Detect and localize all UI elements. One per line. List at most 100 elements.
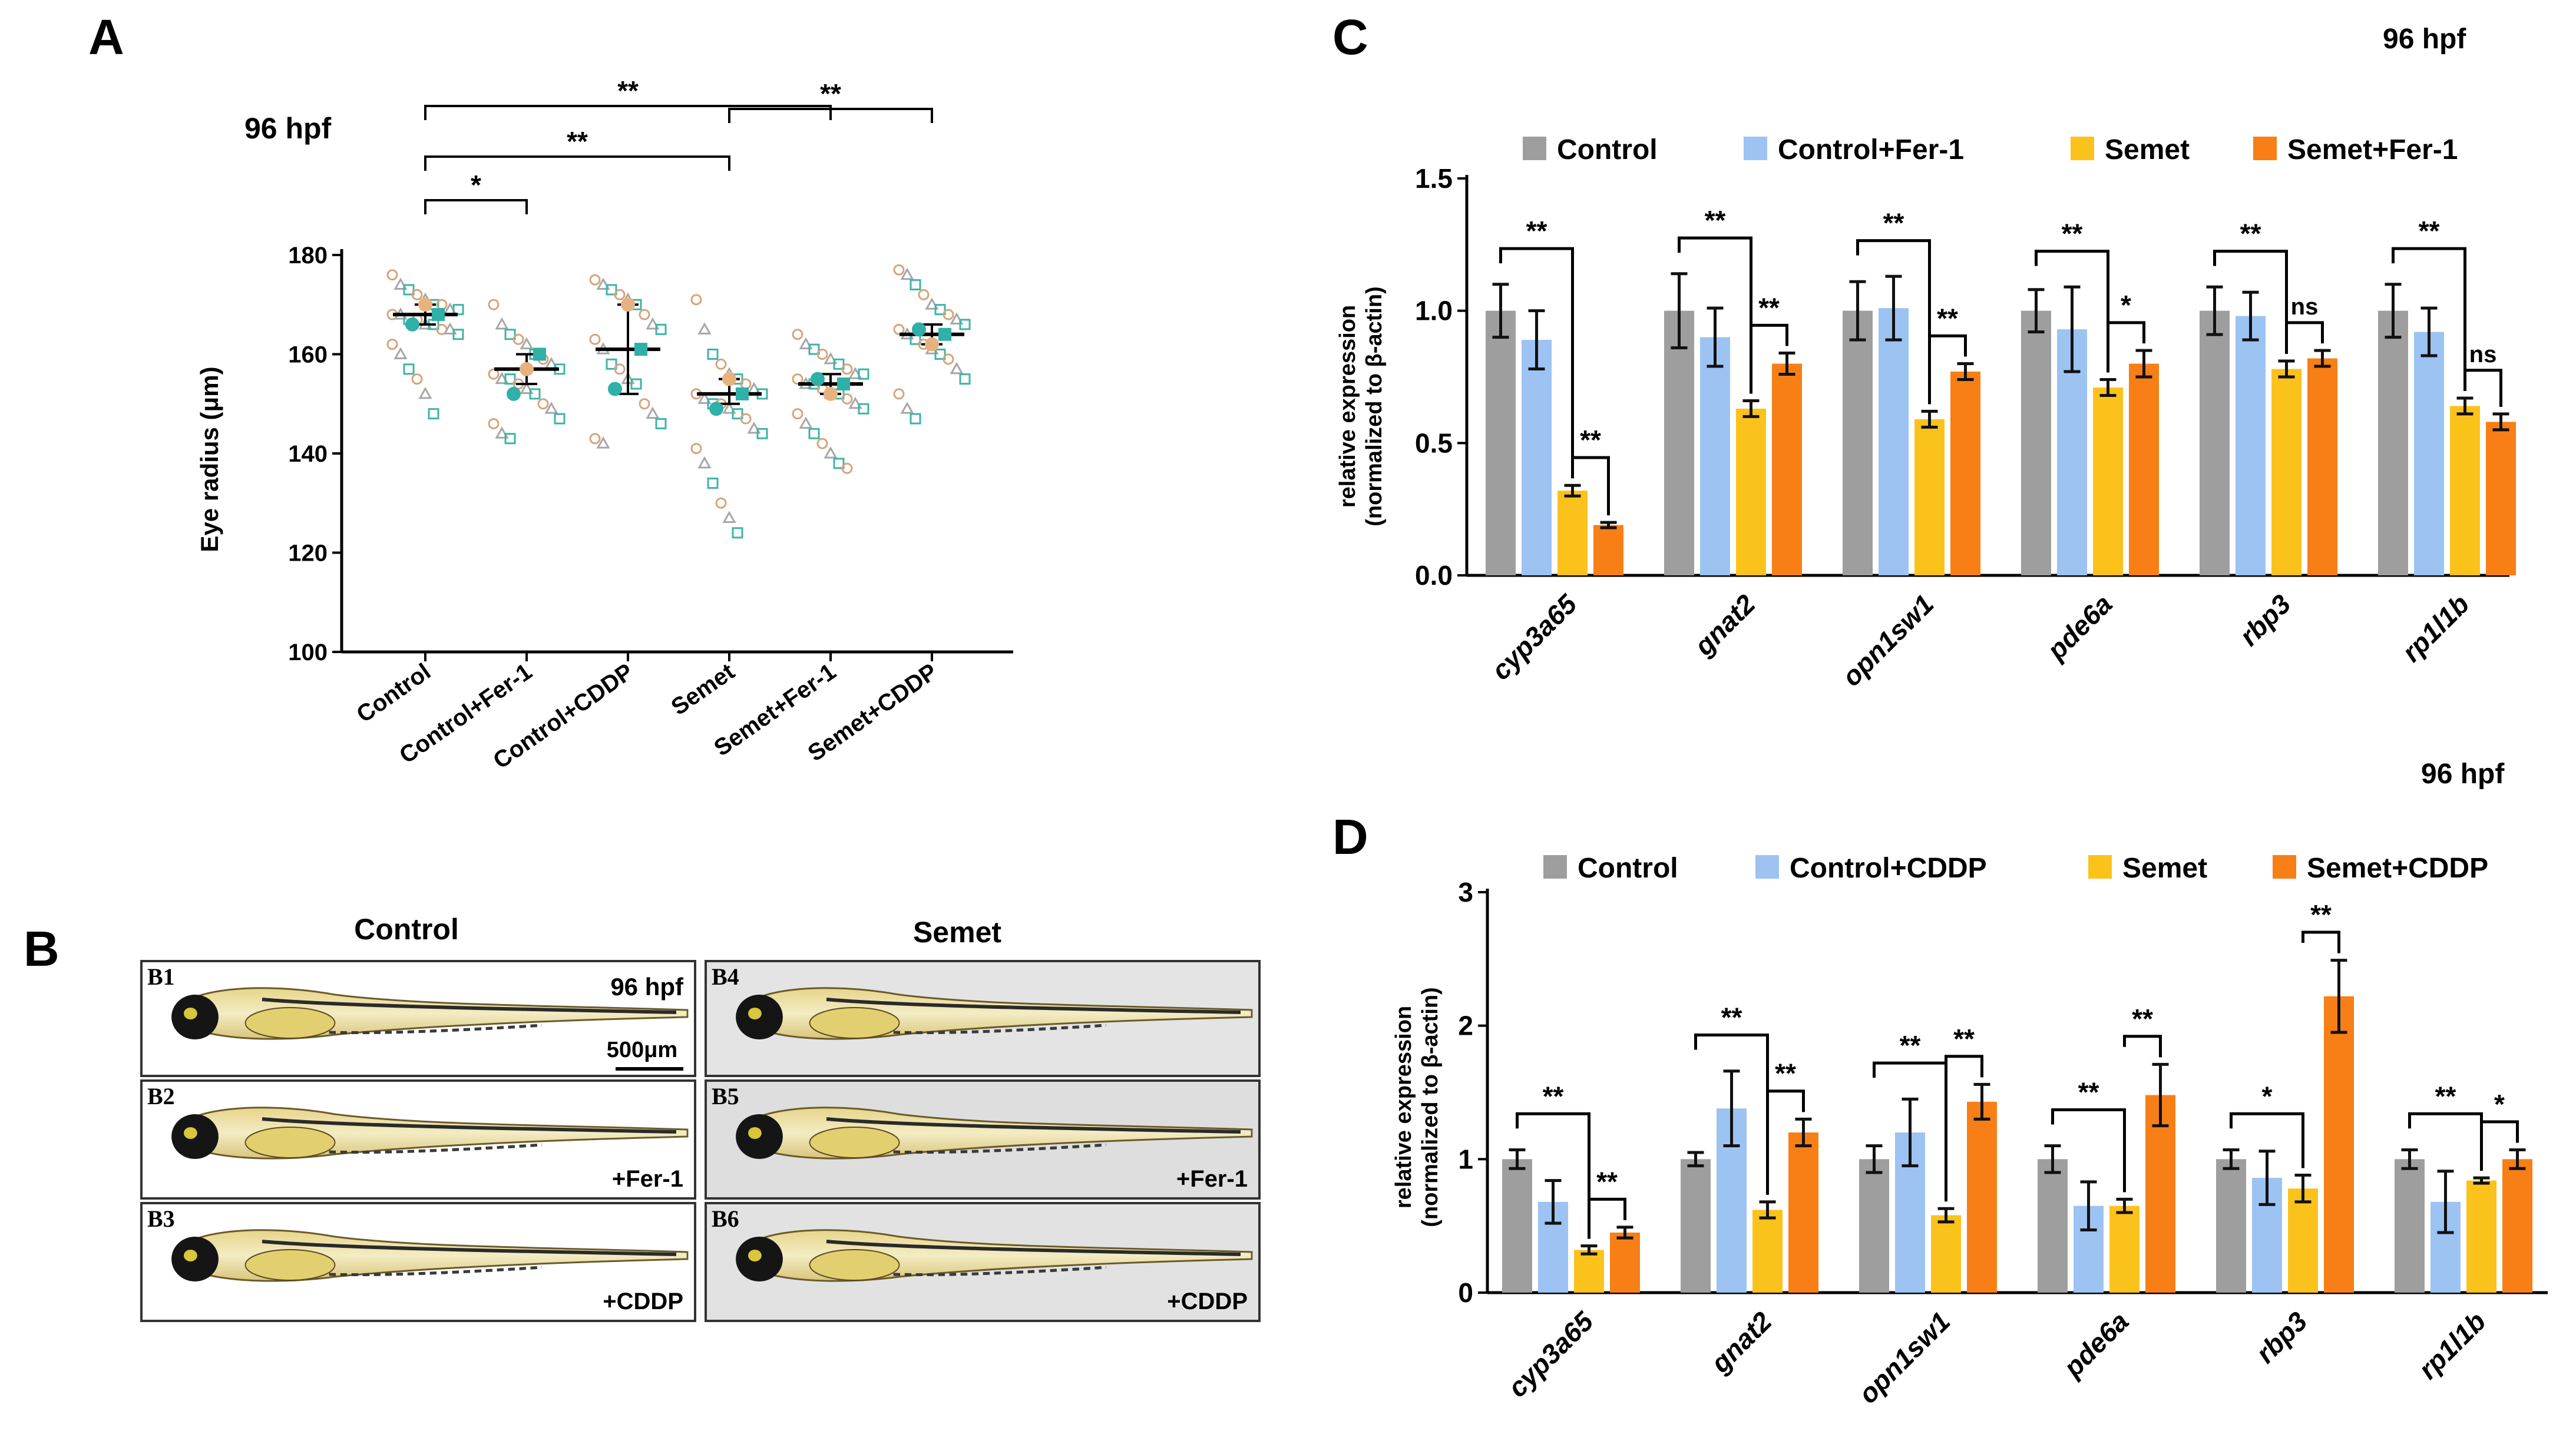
legend-swatch xyxy=(1543,855,1567,879)
bar xyxy=(1736,408,1766,575)
replicate-mean xyxy=(405,317,419,332)
significance-label: ** xyxy=(1596,1166,1618,1197)
bar xyxy=(1610,1233,1640,1293)
legend-label: Control+CDDP xyxy=(1790,853,1987,884)
legend-label: Control xyxy=(1578,853,1678,884)
data-point xyxy=(900,267,914,280)
data-point xyxy=(808,343,820,355)
significance-bracket xyxy=(424,155,730,171)
replicate-mean xyxy=(938,327,951,341)
data-point xyxy=(943,353,954,365)
photo-id: B6 xyxy=(712,1205,739,1232)
data-point xyxy=(959,373,971,385)
legend-swatch xyxy=(1755,855,1779,879)
bar xyxy=(1593,525,1623,575)
panel-letter-c: C xyxy=(1332,9,1368,65)
significance-label: * xyxy=(2262,1081,2273,1111)
bar xyxy=(2021,310,2051,575)
significance-label: ** xyxy=(567,126,588,157)
significance-bracket xyxy=(2123,1035,2162,1058)
data-point xyxy=(520,337,534,350)
panel-c-title: 96 hpf xyxy=(2383,24,2466,55)
bar xyxy=(1859,1159,1889,1293)
group-title-semet: Semet xyxy=(913,916,1001,949)
y-tick-label: 100 xyxy=(288,640,328,665)
bar xyxy=(2307,358,2337,575)
significance-label: ** xyxy=(1543,1081,1564,1111)
y-tick-label: 1 xyxy=(1458,1144,1473,1174)
bar xyxy=(1931,1215,1961,1293)
data-point xyxy=(816,349,828,360)
significance-label: * xyxy=(471,170,481,200)
data-point xyxy=(799,416,813,429)
photo-id: B4 xyxy=(712,963,739,990)
bar xyxy=(1843,310,1873,575)
data-point xyxy=(950,362,964,375)
data-point xyxy=(792,373,803,385)
bar xyxy=(2324,996,2354,1293)
data-point xyxy=(910,279,921,291)
data-point xyxy=(934,304,946,316)
significance-label: ** xyxy=(1526,216,1547,246)
data-point xyxy=(537,398,549,410)
bar xyxy=(2236,316,2266,575)
bar xyxy=(2288,1188,2318,1293)
data-point xyxy=(697,322,712,334)
replicate-mean xyxy=(722,372,736,386)
significance-label: ** xyxy=(2078,1077,2099,1107)
bar xyxy=(2486,422,2516,575)
photo-id: B2 xyxy=(147,1083,175,1109)
group-title-control: Control xyxy=(354,913,459,946)
legend-label: Control xyxy=(1557,134,1658,165)
panel-d-ylabel-line2: (normalized to β-actin) xyxy=(1418,987,1443,1227)
data-point xyxy=(756,428,768,439)
x-tick-label: rbp3 xyxy=(2250,1306,2313,1369)
photo-treatment: +Fer-1 xyxy=(612,1166,683,1192)
data-point xyxy=(403,284,415,296)
photo-id: B5 xyxy=(712,1083,739,1109)
panel-letter-d: D xyxy=(1332,809,1368,865)
panel-d-title: 96 hpf xyxy=(2421,759,2505,790)
significance-label: ** xyxy=(1580,425,1601,455)
data-point xyxy=(488,418,500,429)
significance-label: ** xyxy=(1758,292,1780,323)
significance-bracket xyxy=(2301,930,2340,953)
data-point xyxy=(934,349,946,360)
significance-bracket xyxy=(1856,239,1931,405)
replicate-mean xyxy=(418,297,432,312)
replicate-mean xyxy=(520,362,534,376)
panel-d-ylabel-line1: relative expression xyxy=(1391,1006,1416,1208)
data-point xyxy=(707,349,719,360)
data-point xyxy=(639,309,650,320)
data-point xyxy=(715,497,727,509)
significance-label: ** xyxy=(617,75,639,106)
y-tick-label: 1.5 xyxy=(1415,163,1453,194)
data-point xyxy=(841,393,853,405)
legend-label: Semet xyxy=(2105,134,2190,165)
significance-bracket xyxy=(728,108,933,123)
data-point xyxy=(824,446,838,459)
bar xyxy=(2145,1095,2175,1293)
significance-bracket xyxy=(1766,1089,1805,1112)
bar xyxy=(2129,363,2159,575)
replicate-mean xyxy=(608,382,622,396)
data-point xyxy=(512,333,524,345)
panel-a-ylabel: Eye radius (μm) xyxy=(196,366,223,552)
bar xyxy=(2502,1159,2532,1293)
replicate-mean xyxy=(621,297,635,312)
data-point xyxy=(722,511,736,524)
data-point xyxy=(589,333,601,345)
data-point xyxy=(690,443,702,455)
y-tick-label: 1.0 xyxy=(1415,296,1453,326)
x-tick-label: cyp3a65 xyxy=(1485,588,1583,685)
replicate-mean xyxy=(811,372,825,386)
data-point xyxy=(893,264,905,276)
data-point xyxy=(707,478,719,489)
significance-bracket xyxy=(1694,1034,1769,1195)
x-tick-label: pde6a xyxy=(2040,588,2118,666)
significance-label: * xyxy=(2494,1089,2505,1120)
legend-swatch xyxy=(2273,855,2296,879)
significance-label: ns xyxy=(2291,294,2319,320)
